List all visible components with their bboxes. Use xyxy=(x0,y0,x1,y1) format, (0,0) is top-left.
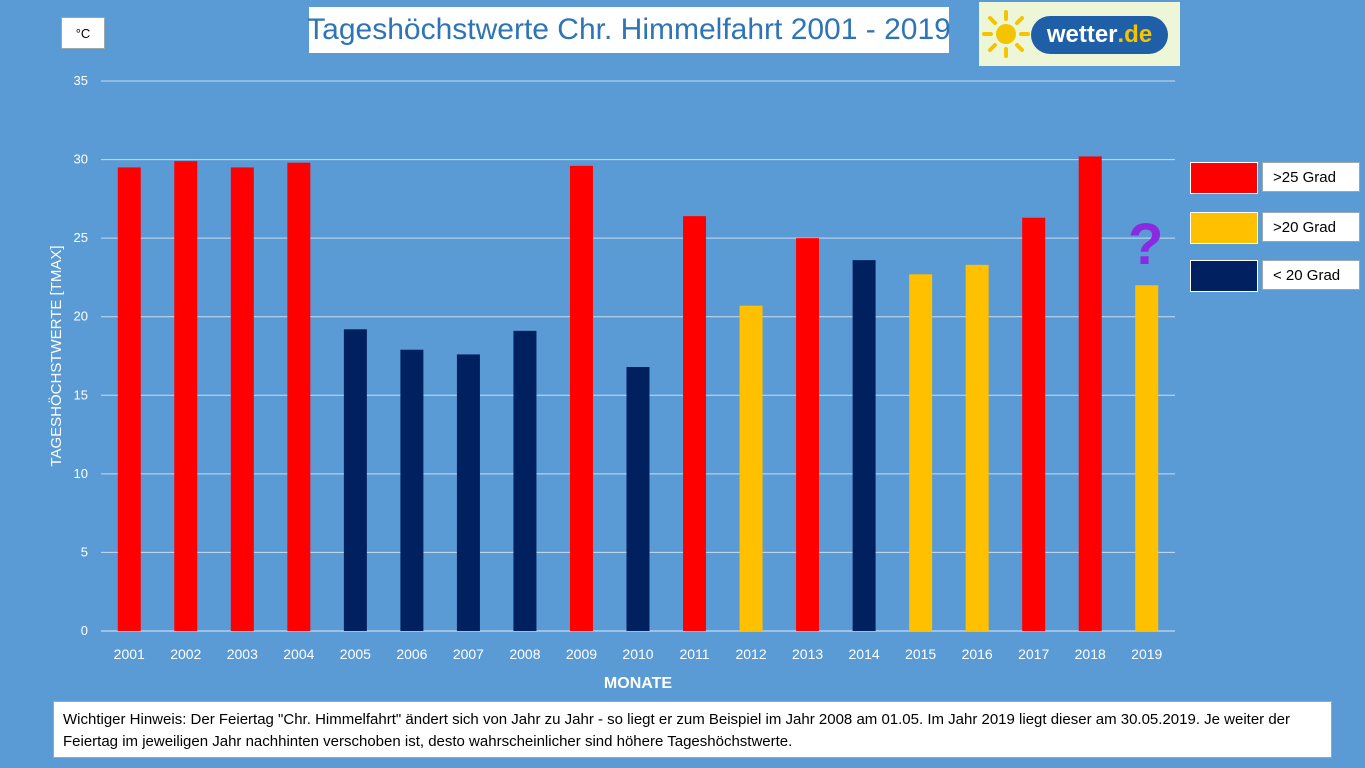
chart-bars xyxy=(117,156,1159,631)
y-tick-label: 25 xyxy=(74,230,88,245)
x-tick-label: 2001 xyxy=(114,646,145,662)
y-axis-title: TAGESHÖCHSTWERTE [TMAX] xyxy=(47,245,65,466)
x-tick-label: 2006 xyxy=(396,646,427,662)
bar-2001 xyxy=(117,167,141,631)
x-tick-label: 2004 xyxy=(283,646,314,662)
unit-label: °C xyxy=(61,17,105,49)
bar-2004 xyxy=(287,162,311,631)
y-tick-label: 15 xyxy=(74,387,88,402)
bar-2009 xyxy=(569,165,593,631)
y-tick-label: 35 xyxy=(74,73,88,88)
legend-label-hot: >25 Grad xyxy=(1262,162,1360,192)
x-tick-label: 2005 xyxy=(340,646,371,662)
bar-2007 xyxy=(456,354,480,631)
bar-2006 xyxy=(400,349,424,631)
bar-2008 xyxy=(513,330,537,631)
bar-2002 xyxy=(174,161,198,631)
legend-swatch-warm xyxy=(1190,212,1258,244)
y-tick-label: 20 xyxy=(74,309,88,324)
x-tick-label: 2010 xyxy=(622,646,653,662)
bar-2011 xyxy=(683,216,707,631)
bar-2013 xyxy=(796,238,820,631)
bar-2018 xyxy=(1078,156,1102,631)
x-tick-label: 2015 xyxy=(905,646,936,662)
x-tick-label: 2017 xyxy=(1018,646,1049,662)
bar-2012 xyxy=(739,305,763,631)
x-tick-label: 2011 xyxy=(679,646,709,662)
x-tick-label: 2002 xyxy=(170,646,201,662)
x-tick-label: 2018 xyxy=(1075,646,1106,662)
x-axis-title: MONATE xyxy=(604,675,672,692)
legend-swatch-hot xyxy=(1190,162,1258,194)
note-text: Wichtiger Hinweis: Der Feiertag "Chr. Hi… xyxy=(53,701,1332,758)
legend-swatch-cold xyxy=(1190,260,1258,292)
x-tick-label: 2012 xyxy=(735,646,766,662)
x-tick-label: 2019 xyxy=(1131,646,1162,662)
y-tick-label: 0 xyxy=(81,623,88,638)
bar-2010 xyxy=(626,367,650,631)
bar-2017 xyxy=(1022,217,1046,631)
logo-tld: .de xyxy=(1117,21,1153,48)
x-tick-label: 2003 xyxy=(227,646,258,662)
logo-wordmark: wetter .de xyxy=(1031,16,1168,54)
bar-2005 xyxy=(343,329,367,631)
x-tick-label: 2016 xyxy=(962,646,993,662)
chart-title: Tageshöchstwerte Chr. Himmelfahrt 2001 -… xyxy=(307,7,951,53)
bar-2019 xyxy=(1135,285,1159,631)
x-tick-label: 2009 xyxy=(566,646,597,662)
y-tick-label: 5 xyxy=(81,544,88,559)
x-tick-label: 2014 xyxy=(849,646,880,662)
sun-icon xyxy=(982,10,1030,58)
legend-label-warm: >20 Grad xyxy=(1262,212,1360,242)
x-tick-label: 2007 xyxy=(453,646,484,662)
x-tick-label: 2013 xyxy=(792,646,823,662)
question-mark-annotation: ? xyxy=(1128,212,1164,277)
bar-2016 xyxy=(965,264,989,631)
legend-label-cold: < 20 Grad xyxy=(1262,260,1360,290)
x-axis-tick-labels: 2001 2002 2003 2004 2005 2006 2007 2008 2009 2010… xyxy=(114,646,1163,662)
y-tick-label: 10 xyxy=(74,466,88,481)
bar-2014 xyxy=(852,260,876,631)
x-tick-label: 2008 xyxy=(509,646,540,662)
wetter-de-logo: wetter .de xyxy=(979,2,1180,66)
bar-2003 xyxy=(230,167,254,631)
y-axis-tick-labels: 0 5 10 15 20 25 30 35 xyxy=(74,73,88,638)
y-tick-label: 30 xyxy=(74,152,88,167)
logo-text: wetter xyxy=(1046,21,1118,48)
bar-2015 xyxy=(909,274,933,631)
